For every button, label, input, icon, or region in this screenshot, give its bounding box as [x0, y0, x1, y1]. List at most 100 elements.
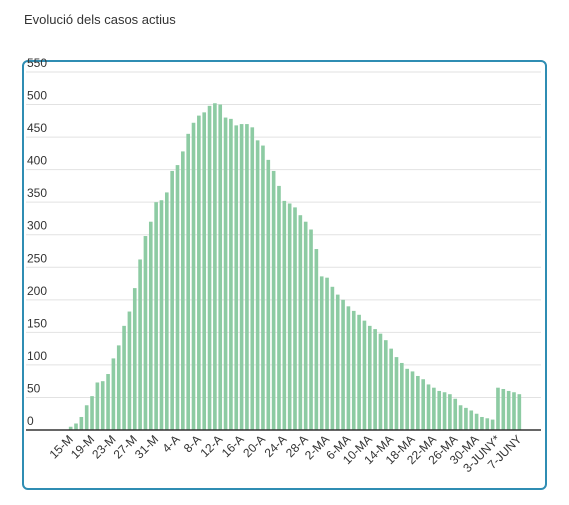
- y-tick-label: 300: [27, 219, 47, 233]
- y-tick-label: 100: [27, 349, 47, 363]
- bar: [255, 140, 260, 430]
- x-tick-label: 16-A: [219, 432, 247, 460]
- bar: [271, 170, 276, 431]
- bar: [164, 192, 169, 430]
- bar: [100, 381, 105, 430]
- bar: [319, 276, 324, 430]
- bar: [127, 311, 132, 430]
- bar: [68, 426, 73, 430]
- bar: [202, 112, 207, 431]
- bar: [341, 299, 345, 430]
- bar: [223, 117, 228, 431]
- bar: [79, 416, 84, 430]
- bar: [501, 388, 506, 430]
- bar: [394, 357, 399, 430]
- bar: [95, 382, 100, 430]
- bar: [490, 419, 495, 430]
- bar: [218, 104, 223, 430]
- bar: [378, 333, 383, 430]
- bar: [111, 358, 116, 430]
- bar: [191, 122, 196, 431]
- y-tick-label: 550: [27, 56, 47, 70]
- bar: [175, 165, 180, 430]
- y-tick-label: 250: [27, 251, 47, 265]
- bar: [480, 416, 484, 430]
- bar: [116, 345, 121, 430]
- bar: [282, 200, 287, 430]
- bar: [122, 325, 126, 430]
- bar: [416, 375, 420, 430]
- bar: [106, 374, 110, 430]
- bar: [335, 294, 340, 430]
- bar: [287, 203, 292, 430]
- bar: [367, 325, 372, 430]
- bar: [405, 368, 409, 430]
- bar: [432, 387, 436, 430]
- bar: [373, 329, 377, 430]
- bar: [229, 118, 233, 431]
- bar: [245, 124, 249, 430]
- bar: [181, 151, 185, 431]
- bar: [464, 407, 468, 430]
- bar: [74, 423, 78, 430]
- bar: [357, 314, 361, 430]
- bar: [496, 387, 500, 430]
- bar: [159, 200, 164, 430]
- bar: [261, 145, 265, 430]
- bar: [293, 207, 297, 430]
- bar: [266, 159, 271, 430]
- bar: [442, 392, 447, 430]
- y-tick-label: 50: [27, 381, 41, 395]
- x-tick-label: 24-A: [262, 432, 290, 460]
- bar: [362, 320, 367, 430]
- bar: [314, 249, 319, 430]
- bar: [197, 115, 201, 431]
- bar: [213, 103, 217, 430]
- y-tick-label: 400: [27, 154, 47, 168]
- y-tick-label: 200: [27, 284, 47, 298]
- bar: [239, 124, 244, 430]
- bar: [148, 221, 153, 430]
- bar: [517, 394, 522, 430]
- bar: [330, 286, 335, 430]
- bar: [506, 390, 511, 430]
- bar: [90, 396, 94, 430]
- bar: [277, 185, 281, 430]
- bar: [453, 398, 458, 430]
- bar: [298, 215, 303, 430]
- y-tick-label: 450: [27, 121, 47, 135]
- bar: [346, 306, 351, 430]
- bar: [383, 340, 388, 430]
- bar: [234, 125, 239, 430]
- bar: [448, 394, 452, 430]
- bar: [410, 371, 415, 430]
- bar: [143, 236, 148, 430]
- bar: [250, 127, 255, 430]
- bar: [132, 288, 137, 430]
- bar: [426, 384, 431, 430]
- bar: [309, 229, 313, 430]
- bar: [207, 105, 212, 430]
- bar: [485, 418, 490, 430]
- bar: [186, 133, 190, 430]
- bar: [469, 410, 474, 430]
- bar: [303, 221, 308, 430]
- y-tick-label: 350: [27, 186, 47, 200]
- bar: [474, 413, 479, 430]
- y-tick-label: 0: [27, 414, 34, 428]
- bar: [458, 405, 463, 430]
- bar: [400, 362, 404, 430]
- bar: [325, 277, 329, 430]
- chart-title: Evolució dels casos actius: [24, 12, 176, 27]
- y-tick-label: 500: [27, 89, 47, 103]
- bar: [138, 259, 142, 430]
- bar: [84, 405, 89, 430]
- bar: [389, 348, 393, 430]
- x-tick-label: 31-M: [132, 432, 161, 461]
- y-tick-label: 150: [27, 316, 47, 330]
- bar: [154, 202, 158, 430]
- bar: [437, 390, 442, 430]
- bar: [351, 310, 356, 430]
- chart-frame: [22, 60, 547, 490]
